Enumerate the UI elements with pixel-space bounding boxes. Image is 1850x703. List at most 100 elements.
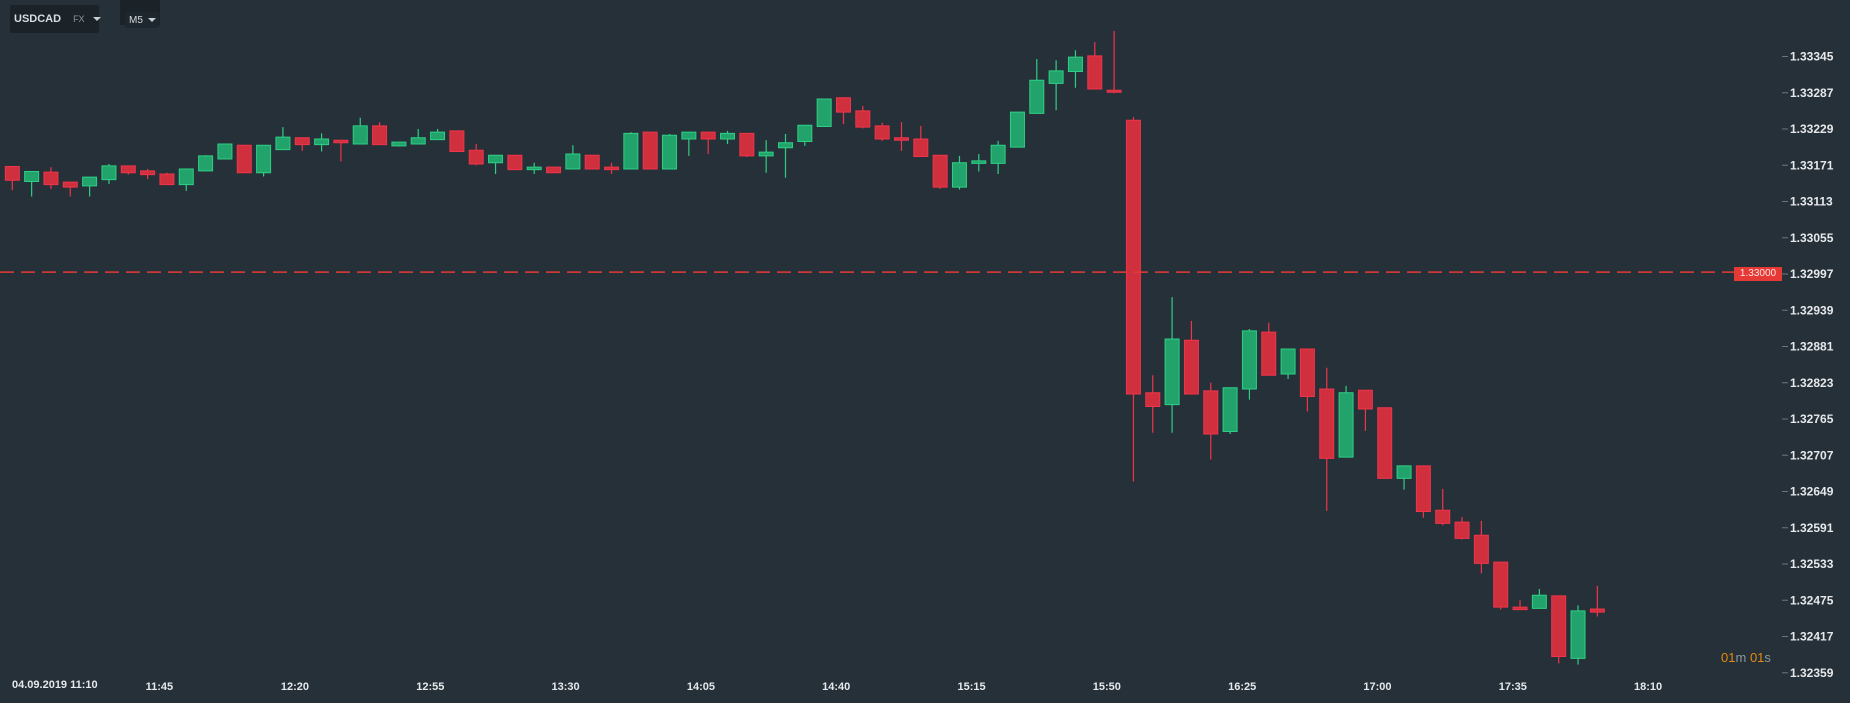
current-price-tag: 1.33000 xyxy=(1734,267,1782,281)
candle-1455[interactable] xyxy=(874,122,890,141)
candle-1650[interactable] xyxy=(1319,367,1335,511)
candle-1330[interactable] xyxy=(546,166,562,174)
candle-1130[interactable] xyxy=(82,176,98,197)
candle-1420[interactable] xyxy=(739,132,755,158)
candle-1500[interactable] xyxy=(893,122,909,151)
candle-1640[interactable] xyxy=(1280,348,1296,379)
candle-1305[interactable] xyxy=(449,130,465,152)
candle-1510[interactable] xyxy=(932,154,948,189)
candle-body xyxy=(1319,388,1335,459)
candle-1110[interactable] xyxy=(4,166,20,191)
candle-1710[interactable] xyxy=(1396,465,1412,490)
candle-1525[interactable] xyxy=(990,140,1006,174)
candle-1505[interactable] xyxy=(913,125,929,157)
candle-1715[interactable] xyxy=(1415,465,1431,518)
candle-1145[interactable] xyxy=(140,169,156,179)
candle-1315[interactable] xyxy=(488,154,504,174)
candle-1220[interactable] xyxy=(275,127,291,151)
candle-body xyxy=(681,131,697,140)
candle-1125[interactable] xyxy=(62,181,78,197)
candle-1255[interactable] xyxy=(410,129,426,145)
timeframe-selector[interactable]: M5 xyxy=(125,12,159,28)
candle-body xyxy=(1435,509,1451,524)
candle-1235[interactable] xyxy=(333,139,349,162)
candle-1140[interactable] xyxy=(120,165,136,175)
candle-1630[interactable] xyxy=(1241,329,1257,400)
candle-1735[interactable] xyxy=(1493,561,1509,610)
candle-1335[interactable] xyxy=(565,145,581,170)
candle-1540[interactable] xyxy=(1048,60,1064,111)
candle-1410[interactable] xyxy=(700,131,716,154)
candle-1615[interactable] xyxy=(1183,320,1199,395)
candle-1620[interactable] xyxy=(1203,382,1219,460)
candle-1555[interactable] xyxy=(1106,30,1122,94)
candle-1200[interactable] xyxy=(198,155,214,172)
candle-1400[interactable] xyxy=(662,134,678,170)
candle-body xyxy=(874,125,890,140)
candle-1425[interactable] xyxy=(758,140,774,173)
candle-1550[interactable] xyxy=(1087,42,1103,90)
candle-1240[interactable] xyxy=(352,117,368,145)
candle-1625[interactable] xyxy=(1222,387,1238,434)
candle-1530[interactable] xyxy=(1009,111,1025,148)
candle-1700[interactable] xyxy=(1357,389,1373,431)
candle-1155[interactable] xyxy=(178,168,194,191)
candle-1520[interactable] xyxy=(971,154,987,172)
candle-1245[interactable] xyxy=(372,122,388,146)
candle-1445[interactable] xyxy=(835,97,851,124)
candle-1800[interactable] xyxy=(1589,585,1605,617)
candle-1135[interactable] xyxy=(101,164,117,184)
candle-1725[interactable] xyxy=(1454,517,1470,540)
candle-1120[interactable] xyxy=(43,167,59,189)
candle-1340[interactable] xyxy=(584,154,600,170)
candle-1310[interactable] xyxy=(468,144,484,166)
candle-1655[interactable] xyxy=(1338,385,1354,458)
price-tick-label: 1.33055 xyxy=(1790,231,1834,245)
candle-1645[interactable] xyxy=(1299,348,1315,412)
candle-1355[interactable] xyxy=(642,131,658,170)
candle-1545[interactable] xyxy=(1067,50,1083,88)
candle-1205[interactable] xyxy=(217,143,233,160)
candle-body xyxy=(604,166,620,171)
candle-1440[interactable] xyxy=(816,98,832,127)
candle-1225[interactable] xyxy=(294,137,310,151)
candle-1215[interactable] xyxy=(256,144,272,177)
candle-1600[interactable] xyxy=(1125,117,1141,482)
candle-1750[interactable] xyxy=(1551,595,1567,664)
candle-1705[interactable] xyxy=(1377,407,1393,479)
candle-1350[interactable] xyxy=(623,132,639,170)
price-tick-label: 1.32765 xyxy=(1790,412,1834,426)
candle-1720[interactable] xyxy=(1435,489,1451,526)
candle-1755[interactable] xyxy=(1570,605,1586,665)
candle-1210[interactable] xyxy=(236,144,252,174)
symbol-selector[interactable]: USDCAD FX xyxy=(10,5,101,33)
candle-1450[interactable] xyxy=(855,105,871,129)
candle-1250[interactable] xyxy=(391,141,407,147)
candle-1435[interactable] xyxy=(797,124,813,146)
time-tick-label: 14:40 xyxy=(822,681,850,693)
candle-1515[interactable] xyxy=(951,155,967,190)
candle-1325[interactable] xyxy=(526,162,542,174)
candle-1430[interactable] xyxy=(778,134,793,178)
candle-body xyxy=(140,170,156,176)
candle-1605[interactable] xyxy=(1145,375,1161,433)
candle-1415[interactable] xyxy=(720,130,736,144)
candle-body xyxy=(120,165,136,174)
candle-1345[interactable] xyxy=(604,162,620,174)
candle-1320[interactable] xyxy=(507,154,523,171)
candle-1535[interactable] xyxy=(1029,59,1045,114)
candle-1230[interactable] xyxy=(314,133,330,152)
candle-1740[interactable] xyxy=(1512,600,1528,611)
candle-1635[interactable] xyxy=(1261,322,1277,376)
candle-body xyxy=(584,154,600,170)
candle-1610[interactable] xyxy=(1164,297,1180,433)
price-tick-label: 1.33171 xyxy=(1790,158,1834,172)
candle-1405[interactable] xyxy=(681,131,697,156)
candle-body xyxy=(275,136,291,151)
candle-1150[interactable] xyxy=(159,172,175,186)
candle-1730[interactable] xyxy=(1473,520,1489,574)
candle-1115[interactable] xyxy=(24,171,40,197)
candle-1745[interactable] xyxy=(1531,589,1547,609)
candle-1300[interactable] xyxy=(430,129,446,141)
